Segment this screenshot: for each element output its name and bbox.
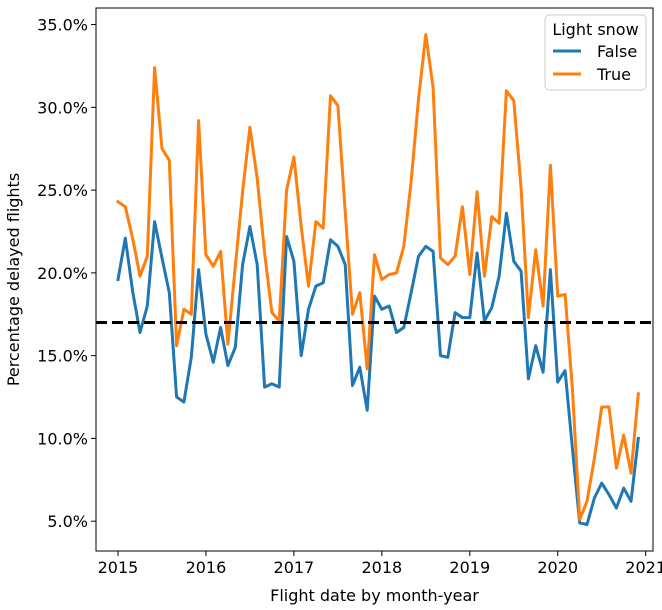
legend-label-false: False [597, 42, 637, 61]
x-tick-label: 2018 [361, 558, 402, 577]
y-tick-label: 10.0% [37, 429, 88, 448]
series-line-false [116, 211, 640, 526]
legend: Light snow False True [544, 14, 647, 91]
y-tick-label: 5.0% [47, 512, 88, 531]
y-axis-title: Percentage delayed flights [4, 173, 23, 386]
y-tick-label: 20.0% [37, 264, 88, 283]
x-tick-label: 2019 [449, 558, 490, 577]
x-tick-label: 2016 [186, 558, 227, 577]
plot-content [96, 33, 653, 526]
legend-items: False True [553, 42, 637, 84]
y-tick-label: 30.0% [37, 98, 88, 117]
x-tick-label: 2020 [537, 558, 578, 577]
legend-title: Light snow [552, 20, 638, 39]
y-tick-label: 35.0% [37, 16, 88, 35]
y-axis-ticks: 5.0% 10.0% 15.0% 20.0% 25.0% 30.0% 35.0% [37, 16, 96, 531]
legend-label-true: True [596, 65, 631, 84]
x-tick-label: 2017 [274, 558, 315, 577]
x-axis-title: Flight date by month-year [270, 586, 479, 605]
y-tick-label: 15.0% [37, 347, 88, 366]
x-tick-label: 2021 [625, 558, 662, 577]
x-tick-label: 2015 [98, 558, 139, 577]
y-tick-label: 25.0% [37, 181, 88, 200]
x-axis-ticks: 2015 2016 2017 2018 2019 2020 2021 [98, 551, 662, 577]
series-line-true [115, 33, 640, 521]
axes-frame [95, 7, 654, 552]
legend-box [544, 14, 647, 91]
